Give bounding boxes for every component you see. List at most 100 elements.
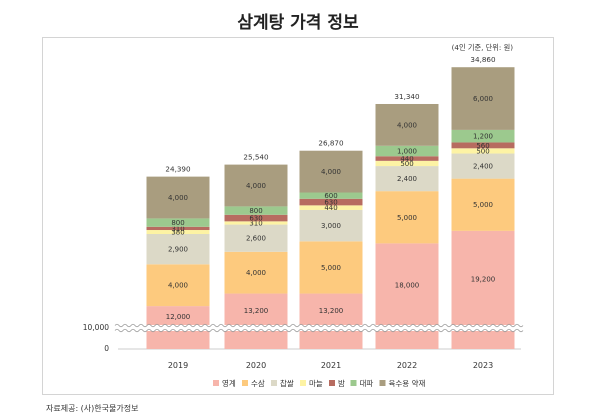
bar-segment-2022-3 [375,160,439,167]
value-label-2021-1: 5,000 [321,264,341,272]
total-label-2023: 34,860 [470,55,496,64]
value-label-2019-2: 2,900 [168,246,188,254]
bar-segment-2021-6 [299,150,363,193]
bar-segment-2020-6 [224,164,288,207]
bar-segment-2020-4 [224,214,288,222]
y-tick-label-0: 0 [104,344,109,353]
legend-swatch-1 [242,380,248,386]
stacked-bar-chart: 12,0004,0002,9003803108004,00024,3902019… [83,43,524,388]
unit-note: (4인 기준, 단위: 원) [452,43,514,52]
bar-segment-2019-2 [146,233,210,265]
bar-segment-2019-4 [146,226,210,231]
bar-segment-2021-0 [299,293,363,349]
bar-segment-2019-6 [146,176,210,219]
legend-label-4: 밤 [338,378,345,388]
bar-segment-2020-2 [224,224,288,252]
bar-segment-2023-5 [451,129,515,143]
value-label-2019-0: 12,000 [166,313,191,321]
source-note: 자료제공: (사)한국물가정보 [46,404,139,413]
value-label-2019-3: 380 [171,229,184,237]
bar-segment-2020-1 [224,251,288,294]
bar-segment-2019-5 [146,218,210,227]
legend-swatch-2 [271,380,277,386]
value-label-2023-1: 5,000 [473,201,493,209]
chart-frame: 12,000 4,000 2,900 380 310 800 4,000 24,390 2019… [42,37,554,395]
value-label-2023-6: 6,000 [473,95,493,103]
value-label-2021-2: 3,000 [321,222,341,230]
legend-swatch-6 [379,380,386,386]
bar-segment-2023-0 [451,230,515,349]
value-label-2019-5: 800 [171,219,184,227]
axis-break-line-bottom [114,328,524,333]
x-tick-label-2019: 2019 [168,361,188,370]
value-label-2022-3: 500 [400,160,413,168]
bar-segment-2022-4 [375,156,439,161]
x-tick-label-2021: 2021 [321,361,341,370]
value-label-2023-3: 500 [476,147,489,155]
bar-segment-2020-5 [224,206,288,215]
axis-break-band [115,325,521,331]
value-label-2020-5: 800 [249,207,262,215]
chart-title: 삼계탕 가격 정보 [237,13,359,33]
x-tick-label-2023: 2023 [473,361,493,370]
value-label-2020-1: 4,000 [246,269,266,277]
value-label-2020-2: 2,600 [246,235,266,243]
bar-segment-2019-3 [146,230,210,234]
value-label-2023-0: 19,200 [471,275,496,283]
x-tick-label-2020: 2020 [246,361,266,370]
bar-segment-2022-5 [375,145,439,157]
value-label-2019-6: 4,000 [168,194,188,202]
legend-label-6: 육수용 약재 [389,378,426,388]
legend-swatch-3 [300,380,306,386]
legend-label-2: 찹쌀 [280,379,294,388]
value-label-2020-6: 4,000 [246,182,266,190]
bar-segment-2023-3 [451,148,515,154]
value-label-2021-6: 4,000 [321,168,341,176]
value-label-2020-0: 13,200 [244,307,269,315]
legend-swatch-0 [213,380,219,386]
value-label-2020-3: 310 [249,219,262,227]
value-label-2022-4: 440 [400,155,413,163]
legend-swatch-4 [329,380,335,386]
bar-segment-2021-3 [299,205,363,210]
bar-segment-2021-2 [299,209,363,242]
total-label-2019: 24,390 [165,165,191,174]
value-label-2019-1: 4,000 [168,282,188,290]
bar-segment-2022-2 [375,166,439,192]
axis-break-line-top [114,323,524,328]
bar-segment-2022-6 [375,103,439,146]
bar-segment-2019-1 [146,264,210,307]
bar-segment-2023-4 [451,142,515,149]
bar-segment-2021-4 [299,198,363,206]
value-label-2020-4: 630 [249,215,262,223]
total-label-2022: 31,340 [394,92,420,101]
value-label-2023-2: 2,400 [473,163,493,171]
legend-label-3: 마늘 [309,379,323,388]
bar-segment-2022-0 [375,243,439,349]
value-label-2021-5: 600 [324,192,337,200]
bar-segment-2020-3 [224,221,288,225]
value-label-2023-4: 560 [476,142,489,150]
y-tick-label-10000: 10,000 [83,323,109,332]
legend-label-1: 수삼 [251,378,265,388]
bar-segment-2021-5 [299,192,363,199]
value-label-2021-4: 630 [324,199,337,207]
bar-segment-2023-2 [451,153,515,179]
bar-segment-2023-1 [451,178,515,231]
total-label-2021: 26,870 [318,139,344,148]
value-label-2022-2: 2,400 [397,175,417,183]
value-label-2022-6: 4,000 [397,121,417,129]
legend-swatch-5 [350,380,357,386]
value-label-2022-1: 5,000 [397,214,417,222]
bar-segment-2021-1 [299,241,363,294]
bar-segment-2020-0 [224,293,288,349]
value-label-2023-5: 1,200 [473,133,493,141]
value-label-2019-4: 310 [171,225,184,233]
legend-label-0: 영계 [222,378,236,388]
bar-segment-2023-6 [451,67,515,130]
value-label-2022-5: 1,000 [397,148,417,156]
legend-label-5: 대파 [360,379,374,388]
value-label-2021-0: 13,200 [319,307,344,315]
bar-segment-2022-1 [375,191,439,244]
value-label-2021-3: 440 [324,204,337,212]
